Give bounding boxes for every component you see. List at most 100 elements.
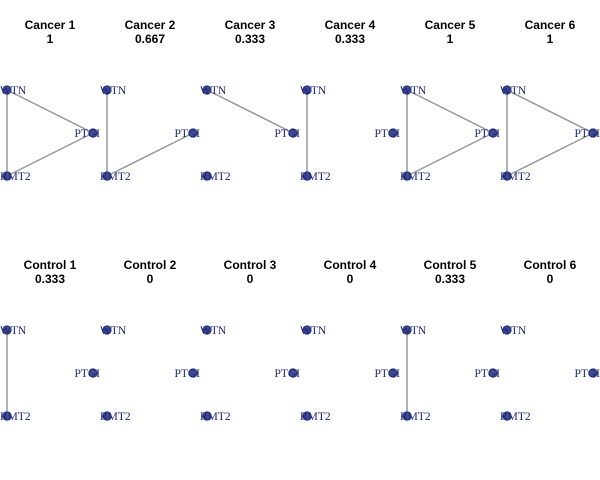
panel-title: Cancer 4 [324,18,376,32]
node-rmt2-icon [202,411,212,421]
node-ptgi-icon [388,128,398,138]
panel-title: Cancer 1 [24,18,76,32]
panel-title: Control 2 [123,258,177,272]
panel-title: Control 3 [223,258,277,272]
node-ptgi-icon [588,368,598,378]
panel-value: 0.333 [234,32,266,46]
node-label-rmt2: RMT2 [200,411,231,423]
node-label-ptgi: PTGI [374,128,400,140]
panel-value: 0.667 [134,32,166,46]
node-label-wtn: WTN [200,85,227,97]
panel-value: 0 [146,272,154,286]
network-panel: Cancer 1 1 WTN PTGI RMT2 [0,0,100,240]
edge-wtn-ptgi [6,89,94,134]
network-panel: Control 1 0.333 WTN PTGI RMT2 [0,240,100,480]
node-label-wtn: WTN [0,325,27,337]
node-label-ptgi: PTGI [74,128,100,140]
edge-ptgi-rmt2 [506,132,594,177]
network-graph: WTN PTGI RMT2 [300,85,400,183]
node-label-ptgi: PTGI [74,368,100,380]
node-label-rmt2: RMT2 [300,411,331,423]
network-panel: Cancer 2 0.667 WTN PTGI RMT2 [100,0,200,240]
network-graph: WTN PTGI RMT2 [300,325,400,423]
node-label-wtn: WTN [300,325,327,337]
node-label-ptgi: PTGI [574,368,600,380]
node-label-wtn: WTN [500,325,527,337]
node-label-wtn: WTN [500,85,527,97]
node-ptgi-icon [188,368,198,378]
edge-ptgi-rmt2 [406,132,494,177]
node-ptgi-icon [288,368,298,378]
network-graph: WTN PTGI RMT2 [100,325,200,423]
node-ptgi-icon [488,368,498,378]
panel-title: Control 5 [423,258,477,272]
node-label-rmt2: RMT2 [100,171,131,183]
node-wtn-icon [2,85,12,95]
panel-title: Control 1 [23,258,77,272]
node-ptgi-icon [388,368,398,378]
node-label-ptgi: PTGI [474,128,500,140]
panel-value: 0.333 [434,272,466,286]
network-graph: WTN PTGI RMT2 [500,85,600,183]
panel-value: 0.333 [334,32,366,46]
edge-wtn-ptgi [406,89,494,134]
node-label-rmt2: RMT2 [100,411,131,423]
node-rmt2-icon [2,171,12,181]
node-label-rmt2: RMT2 [200,171,231,183]
node-label-wtn: WTN [0,85,27,97]
edge-wtn-ptgi [506,89,594,134]
panel-value: 0 [546,272,554,286]
node-label-rmt2: RMT2 [500,171,531,183]
network-panel: Control 6 0 WTN PTGI RMT2 [500,240,600,480]
node-label-ptgi: PTGI [174,368,200,380]
node-wtn-icon [202,325,212,335]
node-label-ptgi: PTGI [274,368,300,380]
network-panel: Cancer 3 0.333 WTN PTGI RMT2 [200,0,300,240]
network-panel: Control 4 0 WTN PTGI RMT2 [300,240,400,480]
node-rmt2-icon [402,411,412,421]
panel-title: Cancer 2 [124,18,176,32]
panel-title: Cancer 6 [524,18,576,32]
node-rmt2-icon [2,411,12,421]
node-label-wtn: WTN [200,325,227,337]
network-panel: Cancer 4 0.333 WTN PTGI RMT2 [300,0,400,240]
node-wtn-icon [102,85,112,95]
node-wtn-icon [402,325,412,335]
node-ptgi-icon [588,128,598,138]
node-rmt2-icon [102,411,112,421]
node-label-ptgi: PTGI [274,128,300,140]
network-graph: WTN PTGI RMT2 [400,325,500,423]
network-graph: WTN PTGI RMT2 [100,85,200,183]
panel-title: Cancer 5 [424,18,476,32]
edge-wtn-ptgi [206,89,294,134]
node-label-ptgi: PTGI [574,128,600,140]
network-graph: WTN PTGI RMT2 [400,85,500,183]
network-graph: WTN PTGI RMT2 [200,325,300,423]
node-rmt2-icon [302,411,312,421]
node-label-wtn: WTN [100,85,127,97]
node-wtn-icon [502,85,512,95]
panel-value: 1 [446,32,454,46]
node-label-ptgi: PTGI [174,128,200,140]
node-ptgi-icon [88,128,98,138]
node-label-wtn: WTN [100,325,127,337]
panel-value: 1 [546,32,554,46]
panel-value: 0 [346,272,354,286]
node-label-rmt2: RMT2 [300,171,331,183]
edge-ptgi-rmt2 [6,132,94,177]
network-graph: WTN PTGI RMT2 [0,325,100,423]
network-panel: Control 3 0 WTN PTGI RMT2 [200,240,300,480]
panel-title: Control 6 [523,258,577,272]
node-ptgi-icon [188,128,198,138]
network-graph: WTN PTGI RMT2 [200,85,300,183]
node-wtn-icon [202,85,212,95]
node-label-rmt2: RMT2 [400,411,431,423]
network-graph: WTN PTGI RMT2 [0,85,100,183]
node-ptgi-icon [488,128,498,138]
node-rmt2-icon [502,171,512,181]
node-label-wtn: WTN [400,325,427,337]
node-wtn-icon [2,325,12,335]
panel-value: 0 [246,272,254,286]
node-label-ptgi: PTGI [374,368,400,380]
